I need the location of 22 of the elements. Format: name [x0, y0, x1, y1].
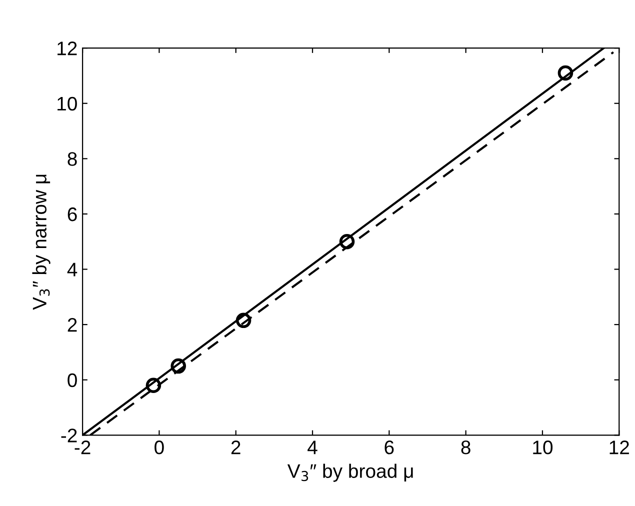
x-tick-label: 4 [308, 440, 318, 454]
x-tick-label: 8 [461, 440, 470, 454]
y-tick-label: 12 [58, 42, 77, 56]
y-axis-title: V$_{3}$″ by narrow μ [32, 174, 50, 310]
y-tick-label: 4 [67, 262, 78, 276]
x-tick-label: 10 [533, 440, 553, 454]
x-tick-label: 2 [231, 440, 240, 454]
x-tick-label: 6 [384, 440, 394, 454]
x-axis-title: V$_{3}$″ by broad μ [287, 464, 413, 482]
point [170, 358, 186, 374]
point [558, 65, 574, 81]
y-tick-label: 0 [68, 373, 77, 388]
point [236, 312, 252, 328]
y-tick-label: 2 [68, 318, 77, 332]
x-tick-label: 0 [154, 440, 164, 454]
y-tick-label: -2 [61, 428, 77, 442]
point [146, 378, 162, 394]
x-tick-label: 12 [610, 440, 629, 454]
point [339, 234, 355, 250]
y-tick-label: 8 [68, 152, 77, 166]
y-tick-label: 6 [68, 207, 77, 222]
y-tick-label: 10 [58, 96, 77, 111]
